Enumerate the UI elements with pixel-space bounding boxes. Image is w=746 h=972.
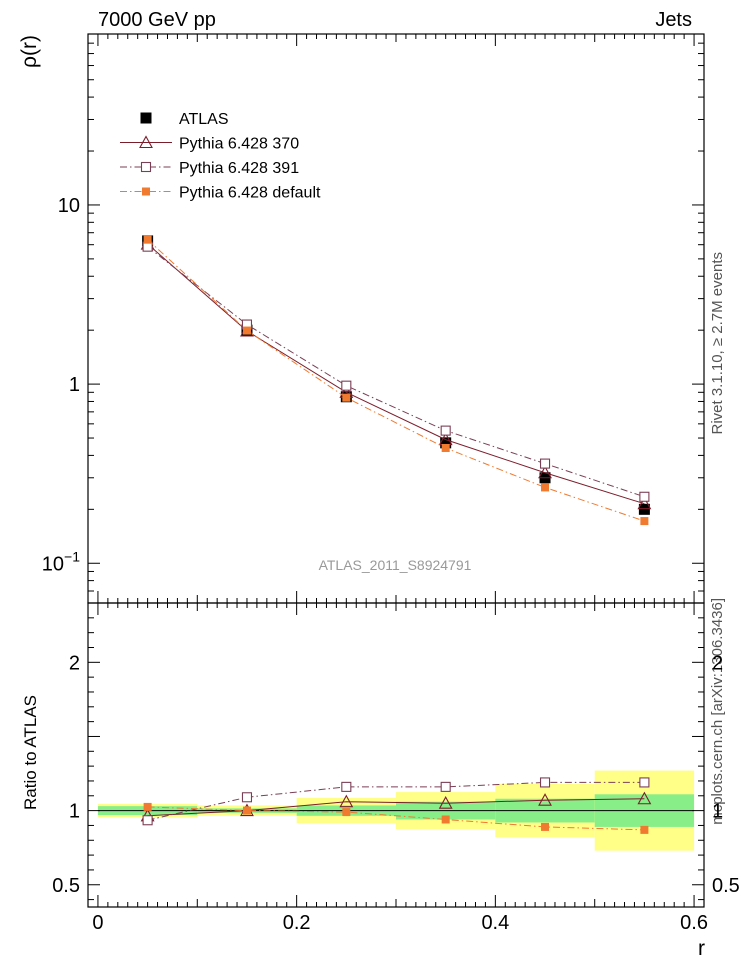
ratio-data-point — [438, 796, 453, 809]
main-series-group — [140, 235, 652, 526]
main-y-axis-label: ρ(r) — [18, 35, 41, 68]
x-tick-label: 0.4 — [481, 912, 509, 934]
ratio-data-point — [541, 822, 550, 831]
main-data-point — [441, 443, 450, 452]
main-data-point — [640, 517, 649, 526]
x-tick-label: 0 — [92, 912, 103, 934]
x-axis-label: r — [698, 937, 705, 960]
ratio-series-group — [140, 777, 652, 834]
ratio-data-point — [639, 777, 650, 788]
main-series-line — [147, 239, 645, 522]
main-data-point — [541, 483, 550, 492]
ratio-data-point — [538, 793, 552, 806]
main-data-point — [639, 491, 650, 502]
main-y-tick-label: 1 — [69, 374, 80, 396]
legend-marker — [140, 161, 152, 173]
rivet-label: Rivet 3.1.10, ≥ 2.7M events — [709, 252, 726, 435]
ratio-data-point — [142, 815, 153, 826]
x-tick-label: 0.6 — [680, 912, 708, 934]
legend-label: Pythia 6.428 391 — [179, 160, 299, 177]
legend-marker — [140, 112, 152, 124]
main-data-point — [538, 465, 552, 479]
legend: ATLAS Pythia 6.428 370 Pythia 6.428 391 Pyt… — [120, 111, 321, 202]
ratio-y-tick-label: 1 — [69, 801, 80, 823]
legend-label: Pythia 6.428 default — [179, 185, 321, 202]
ratio-series-line — [147, 806, 645, 831]
legend-marker — [139, 135, 153, 149]
main-data-point — [637, 496, 652, 510]
legend-label: Pythia 6.428 370 — [179, 136, 299, 153]
ratio-series-line — [147, 781, 645, 821]
header-left: 7000 GeV pp — [98, 9, 216, 31]
ratio-series-line — [147, 798, 645, 817]
main-data-point — [440, 437, 452, 449]
main-data-point — [342, 393, 351, 402]
ratio-y-tick-label-right: 2 — [712, 652, 723, 674]
main-data-point — [242, 326, 251, 335]
ratio-data-point — [640, 825, 649, 834]
x-tick-label: 0.2 — [283, 912, 311, 934]
main-data-point — [638, 503, 650, 515]
ratio-y-tick-label: 0.5 — [52, 875, 80, 897]
legend-label: ATLAS — [179, 111, 229, 128]
axis-ticks: 0 0.2 0.4 0.6 10−1 1 10 0.5 0.5 1 1 2 2 — [42, 33, 740, 934]
ratio-data-point — [342, 808, 351, 817]
analysis-label: ATLAS_2011_S8924791 — [319, 557, 472, 573]
main-y-tick-label: 10 — [58, 195, 80, 217]
legend-marker — [142, 187, 150, 196]
ratio-data-point — [440, 781, 451, 792]
ratio-data-point — [242, 806, 251, 815]
ratio-data-point — [341, 781, 352, 792]
ratio-data-point — [539, 777, 551, 788]
main-data-point — [341, 380, 352, 391]
ratio-frame — [87, 602, 705, 908]
main-data-point — [539, 458, 551, 469]
ratio-data-point — [241, 792, 253, 803]
main-series-line — [147, 243, 645, 505]
ratio-y-tick-label-right: 0.5 — [712, 875, 740, 897]
ratio-data-point — [441, 815, 450, 824]
ratio-y-axis-label: Ratio to ATLAS — [21, 695, 40, 810]
ratio-y-tick-label: 2 — [69, 652, 80, 674]
main-data-point — [440, 425, 451, 436]
ratio-y-tick-label-right: 1 — [712, 801, 723, 823]
ratio-data-point — [143, 802, 152, 811]
main-y-tick-label: 10−1 — [42, 548, 80, 575]
ratio-data-point — [637, 791, 652, 805]
header-right: Jets — [655, 9, 692, 31]
main-data-point — [143, 235, 152, 244]
main-series-line — [147, 246, 645, 498]
mcplots-label: mcplots.cern.ch [arXiv:1306.3436] — [709, 598, 726, 825]
ratio-data-point — [339, 794, 354, 808]
